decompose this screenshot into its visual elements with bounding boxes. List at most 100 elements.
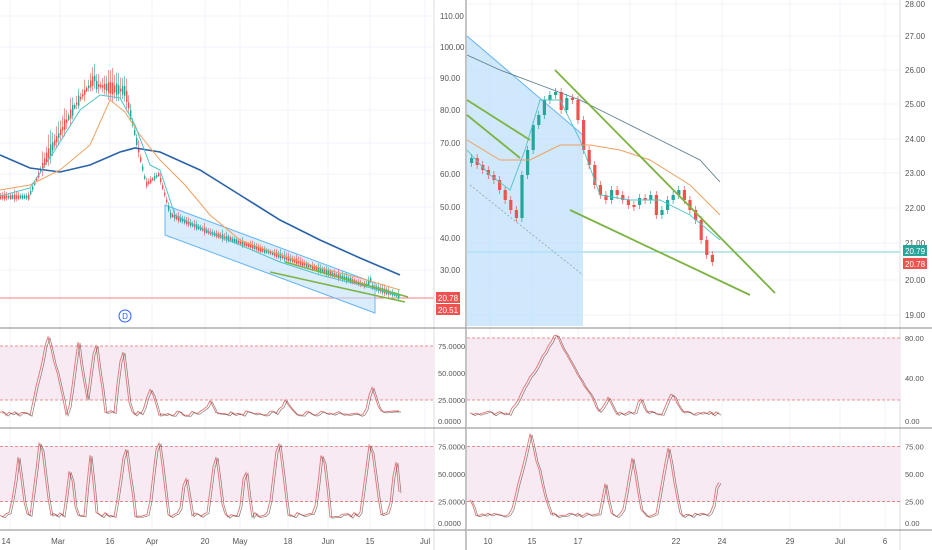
- left-candle: [246, 243, 248, 247]
- right-candle: [688, 200, 692, 210]
- left-candle: [288, 256, 290, 261]
- left-price-badge-text: 20.78: [438, 294, 459, 303]
- left-candle: [270, 251, 272, 254]
- right-candle: [565, 98, 569, 110]
- right-price-badge: [903, 258, 927, 269]
- left-candle: [130, 110, 132, 119]
- left-moving-averages: [0, 94, 401, 297]
- right-ma-long: [466, 54, 721, 183]
- left-candle: [96, 81, 98, 90]
- right-time-label: 17: [574, 537, 583, 546]
- left-time-axis[interactable]: 14 Mar 16 Apr 20 May 18 Jun 15 Jul: [0, 529, 466, 546]
- left-candle: [58, 133, 60, 138]
- right-trendlines: [466, 69, 776, 296]
- right-candle: [682, 190, 686, 200]
- left-candle: [328, 270, 330, 276]
- left-candle: [100, 84, 102, 88]
- left-candle: [302, 261, 304, 266]
- left-marker-d[interactable]: D: [118, 309, 132, 323]
- left-candle: [140, 157, 142, 162]
- left-candle: [118, 85, 120, 94]
- right-chart-panel[interactable]: 28.00 27.00 26.00 25.00 24.00 23.00 22.00 21.00…: [466, 0, 932, 550]
- right-price-axis[interactable]: 28.00 27.00 26.00 25.00 24.00 23.00 22.00 21.00…: [899, 0, 926, 550]
- left-time-label: Jun: [322, 537, 335, 546]
- left-candle: [78, 95, 80, 107]
- left-candle: [30, 190, 32, 195]
- left-candle: [60, 129, 62, 135]
- left-candle: [290, 257, 292, 261]
- left-candle: [34, 182, 36, 186]
- left-candle: [252, 245, 254, 249]
- right-price-badge-text: 20.78: [905, 260, 926, 269]
- right-moving-averages: [466, 54, 721, 241]
- left-stoch1-axis-label: 25.0000: [438, 396, 465, 405]
- left-candle: [228, 236, 230, 242]
- left-candle: [260, 247, 262, 252]
- left-trendline-lower: [269, 271, 406, 303]
- left-candle: [32, 186, 34, 190]
- left-candle: [146, 181, 148, 187]
- left-candle: [274, 252, 276, 256]
- left-candle: [50, 144, 52, 156]
- right-candle: [643, 198, 647, 200]
- left-price-label: 60.00: [440, 170, 461, 179]
- left-candle: [192, 223, 194, 227]
- right-stochastic-pane-2[interactable]: 75.00 50.00 25.00 0.00: [467, 427, 932, 528]
- right-price-label: 19.00: [905, 311, 926, 320]
- left-candle: [40, 169, 42, 173]
- left-candle: [170, 212, 172, 218]
- left-candle: [156, 175, 158, 178]
- left-candle: [6, 195, 8, 199]
- right-trendline-left-a: [466, 114, 521, 159]
- left-candle: [152, 178, 154, 181]
- right-stoch1-k-line: [469, 334, 720, 416]
- left-trendline-upper: [284, 261, 409, 298]
- left-price-channel: [164, 204, 376, 314]
- left-candle: [318, 267, 320, 272]
- left-candle: [160, 177, 162, 183]
- left-candle: [264, 248, 266, 253]
- left-time-label: 18: [284, 537, 293, 546]
- left-candle: [16, 195, 18, 199]
- left-candle: [142, 166, 144, 171]
- left-candle: [120, 88, 122, 92]
- right-stoch2-band: [467, 446, 900, 502]
- left-candle: [370, 278, 372, 282]
- right-stochastic-pane-1[interactable]: 80.00 40.00 0.00: [467, 327, 932, 426]
- right-stoch2-axis-label: 25.00: [905, 497, 924, 506]
- left-candle: [42, 163, 44, 170]
- left-candle: [4, 194, 6, 200]
- right-shade-edge: [466, 35, 584, 136]
- right-stoch1-axis-label: 80.00: [905, 334, 924, 343]
- left-candle: [48, 148, 50, 158]
- right-time-axis[interactable]: 10 15 17 22 24 29 Jul 6: [467, 529, 932, 546]
- left-candle: [176, 216, 178, 220]
- left-candle: [138, 148, 140, 153]
- left-stoch1-d-line: [1, 336, 402, 417]
- right-candle: [710, 255, 714, 262]
- left-price-label: 110.00: [440, 12, 464, 21]
- left-stoch2-band: [0, 446, 434, 502]
- left-candle: [84, 89, 86, 95]
- left-price-axis[interactable]: 110.00 100.00 90.00 80.00 70.00 60.00 50.00 40.…: [433, 0, 465, 550]
- right-candle: [610, 190, 614, 200]
- right-candle: [486, 170, 490, 175]
- left-chart-panel[interactable]: 110.00 100.00 90.00 80.00 70.00 60.00 50.00 40.…: [0, 0, 466, 550]
- left-candle: [310, 265, 312, 268]
- right-candle: [677, 190, 681, 195]
- left-price-label: 70.00: [440, 139, 461, 148]
- right-price-label: 22.00: [905, 204, 926, 213]
- left-candle: [68, 115, 70, 120]
- right-shaded-area: [467, 36, 583, 326]
- right-time-label: 15: [528, 537, 537, 546]
- left-price-label: 80.00: [440, 106, 461, 115]
- left-candle: [102, 85, 104, 88]
- left-stochastic-pane-2[interactable]: 75.0000 50.0000 25.0000 0.0000: [0, 427, 466, 528]
- right-candle: [537, 115, 541, 125]
- left-time-label: 16: [106, 537, 115, 546]
- right-time-label: 29: [786, 537, 795, 546]
- right-candle: [559, 92, 563, 110]
- left-stochastic-pane-1[interactable]: 75.0000 50.0000 25.0000 0.0000: [0, 327, 466, 426]
- right-candle: [699, 220, 703, 240]
- left-candle: [258, 246, 260, 251]
